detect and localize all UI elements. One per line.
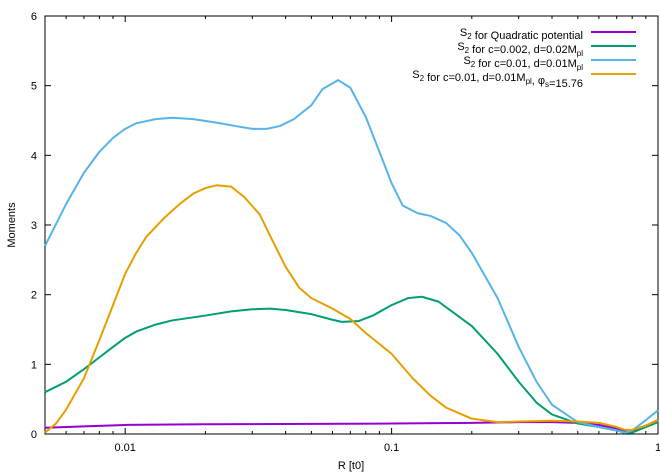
x-tick-label: 1: [655, 442, 660, 454]
legend-label-2: S2 for c=0.002, d=0.02Mpl: [457, 41, 583, 58]
y-tick-label: 0: [31, 429, 37, 441]
axis-ticks: 0 1 2 3 4 5 6 0.01 0.1 1: [31, 11, 660, 454]
x-axis-title: R [t0]: [338, 460, 364, 472]
x-tick-label: 0.01: [114, 442, 135, 454]
legend-label-4: S2 for c=0.01, d=0.01Mpl, φs=15.76: [412, 69, 583, 90]
x-tick-label: 0.1: [384, 442, 399, 454]
series-line-4: [44, 184, 659, 434]
y-tick-label: 6: [31, 11, 37, 23]
legend-label-1: S2 for Quadratic potential: [460, 27, 583, 42]
y-tick-label: 1: [31, 359, 37, 371]
legend-label-3: S2 for c=0.01, d=0.01Mpl: [463, 55, 583, 72]
series-lines: [44, 79, 659, 434]
series-line-3: [44, 79, 659, 434]
y-tick-label: 3: [31, 220, 37, 232]
series-line-2: [44, 295, 659, 434]
y-axis-title: Moments: [6, 202, 18, 248]
y-tick-label: 2: [31, 290, 37, 302]
y-tick-label: 5: [31, 81, 37, 93]
y-tick-label: 4: [31, 150, 37, 162]
